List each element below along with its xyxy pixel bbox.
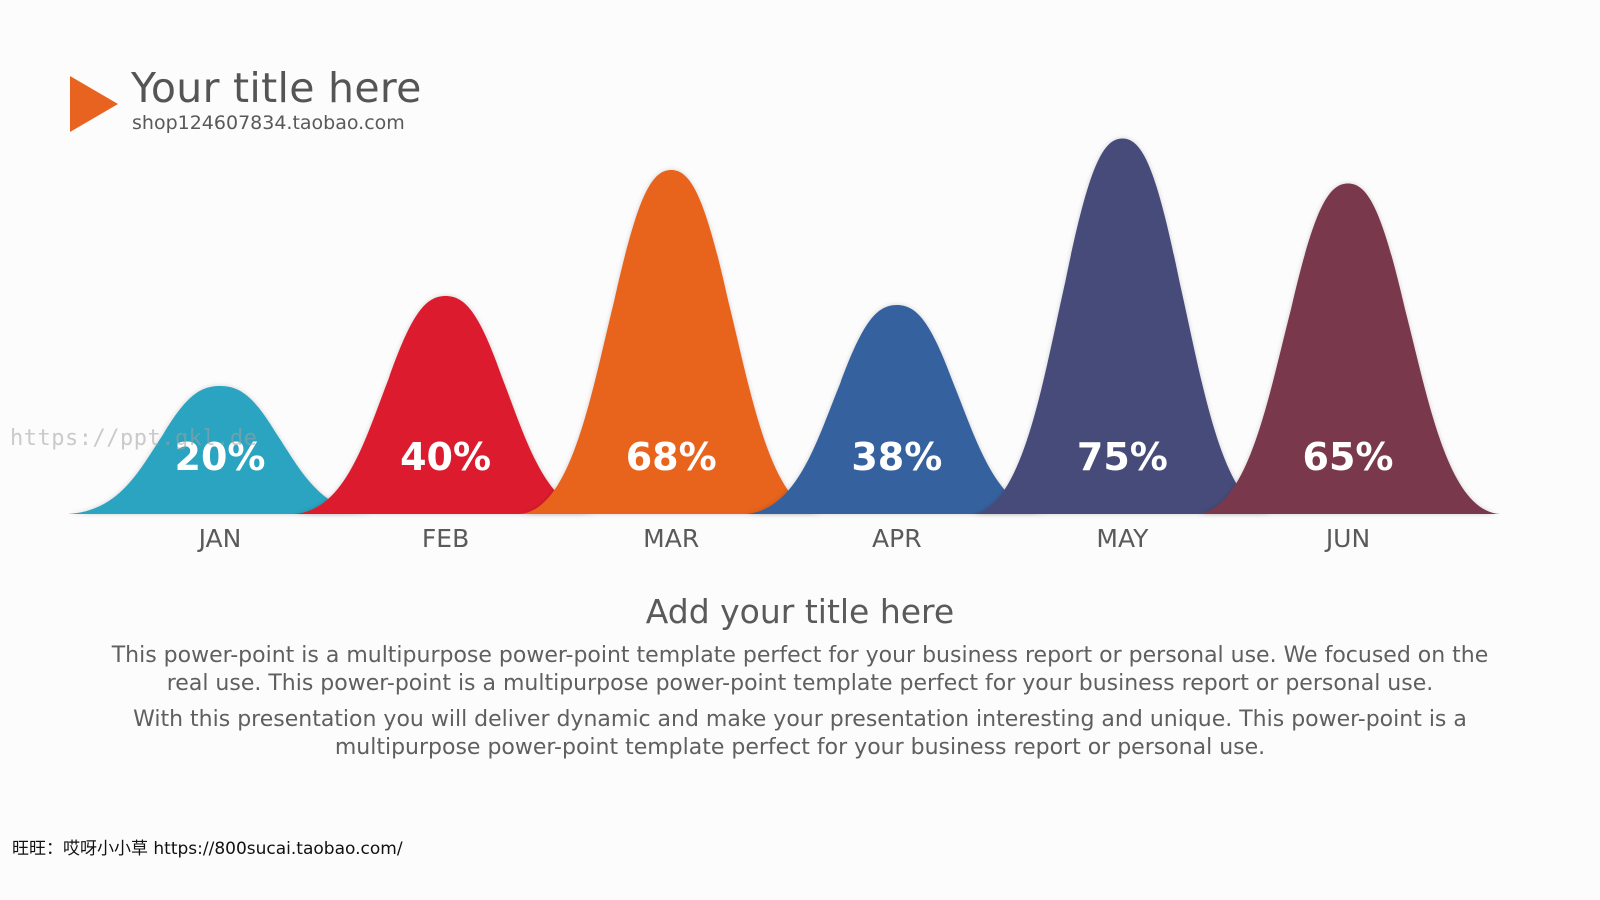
category-label-feb: FEB	[422, 524, 469, 553]
category-label-mar: MAR	[643, 524, 699, 553]
category-label-may: MAY	[1096, 524, 1149, 553]
page-subtitle: shop124607834.taobao.com	[132, 112, 405, 134]
peak-feb	[293, 296, 598, 514]
description-paragraph-1: This power-point is a multipurpose power…	[111, 643, 1489, 696]
peak-jun	[1196, 183, 1500, 514]
category-label-jun: JUN	[1324, 524, 1370, 553]
peak-may	[970, 138, 1275, 514]
footer-credit: 旺旺：哎呀小小草 https://800sucai.taobao.com/	[12, 839, 403, 859]
value-label-feb: 40%	[400, 435, 491, 479]
category-label-apr: APR	[872, 524, 922, 553]
value-label-apr: 38%	[851, 435, 942, 479]
peaks-layer	[68, 138, 1500, 514]
watermark-text: https://ppt.gkl.de	[10, 426, 258, 451]
category-label-jan: JAN	[197, 524, 242, 553]
value-label-may: 75%	[1077, 435, 1168, 479]
value-label-jun: 65%	[1303, 435, 1394, 479]
page-title: Your title here	[131, 64, 422, 112]
peak-apr	[744, 305, 1049, 514]
peak-jan	[68, 386, 372, 514]
play-arrow-icon	[70, 76, 118, 132]
peak-mar	[519, 170, 824, 514]
description-paragraph-2: With this presentation you will deliver …	[133, 707, 1467, 760]
value-label-mar: 68%	[626, 435, 717, 479]
section-title: Add your title here	[645, 592, 955, 631]
categories-layer: JAN FEB MAR APR MAY JUN	[197, 524, 1371, 553]
labels-layer: 20% 40% 68% 38% 75% 65%	[175, 435, 1394, 479]
value-label-jan: 20%	[175, 435, 266, 479]
